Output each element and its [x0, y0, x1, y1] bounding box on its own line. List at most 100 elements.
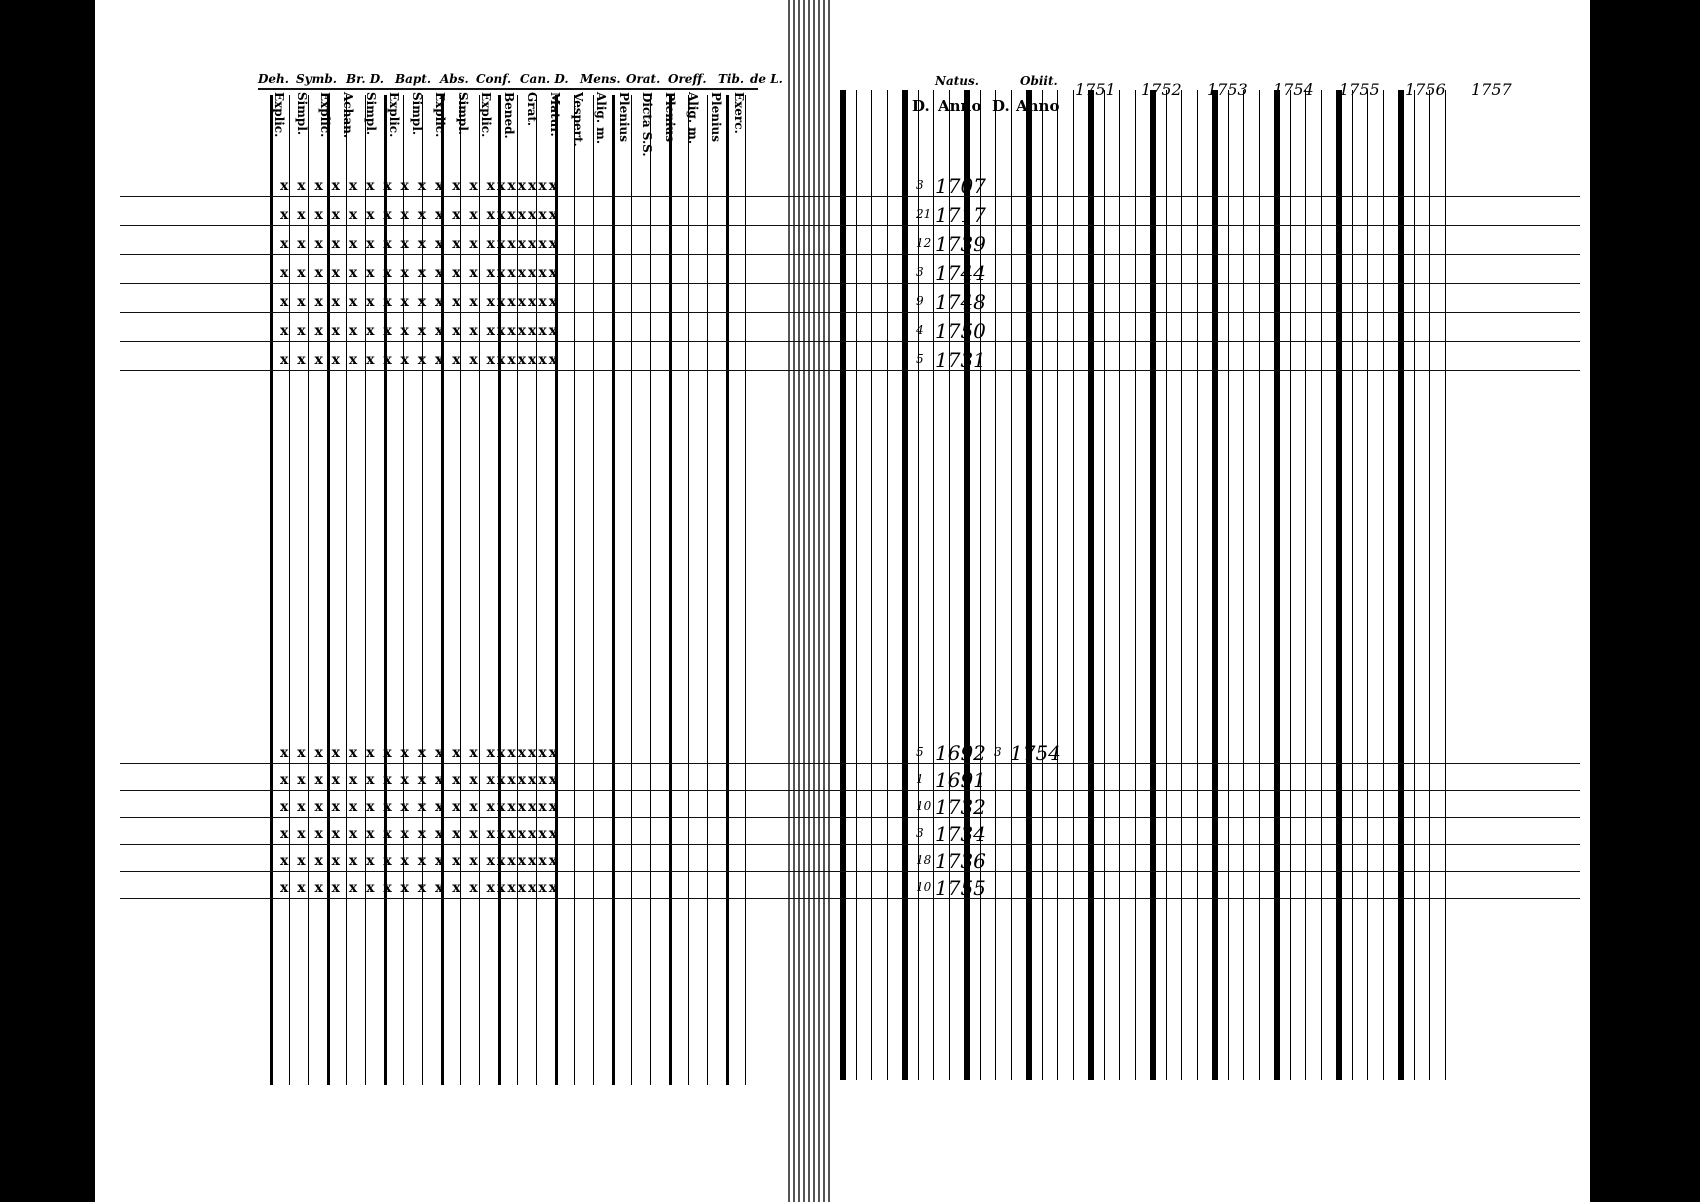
column-header: Tib. — [718, 72, 745, 86]
birth-day: 3 — [916, 265, 924, 279]
sub-column-header: Simpl. — [295, 92, 309, 136]
sub-column-header: Plenius — [709, 92, 723, 142]
column-line — [1351, 90, 1353, 1080]
column-line — [384, 95, 387, 1085]
column-line — [1041, 90, 1043, 1080]
sub-column-header: Explic. — [387, 92, 401, 138]
column-header: Mens. — [580, 72, 621, 86]
sub-column-header: Grat. — [525, 92, 539, 127]
column-line — [995, 90, 996, 1080]
sub-column-header: Explic. — [433, 92, 447, 138]
column-header: Br. D. — [346, 72, 384, 86]
birth-year: 1692 — [935, 741, 986, 765]
column-line — [460, 95, 461, 1085]
death-day: 3 — [994, 745, 1002, 759]
column-line — [1057, 90, 1058, 1080]
column-line — [327, 95, 330, 1085]
birth-year: 1732 — [935, 795, 986, 819]
row-line — [120, 254, 1580, 255]
column-line — [1072, 90, 1074, 1080]
column-line — [1398, 90, 1404, 1080]
exam-marks: x x x x x x x x x x x x xxxxxxx — [280, 745, 560, 761]
column-line — [289, 95, 290, 1085]
column-line — [1212, 90, 1218, 1080]
year-header: 1755 — [1339, 80, 1380, 99]
column-line — [1367, 90, 1368, 1080]
birth-year: 1707 — [935, 174, 986, 198]
column-line — [933, 90, 934, 1080]
column-line — [574, 95, 575, 1085]
sub-column-header: Simpl. — [364, 92, 378, 136]
row-line — [120, 225, 1580, 226]
column-header: Abs. — [440, 72, 469, 86]
column-line — [1289, 90, 1291, 1080]
column-line — [1134, 90, 1136, 1080]
birth-day: 3 — [916, 826, 924, 840]
row-line — [120, 790, 1580, 791]
sub-column-header: Plenius — [617, 92, 631, 142]
sub-column-header: Explic. — [272, 92, 286, 138]
column-line — [1088, 90, 1094, 1080]
year-header: 1756 — [1405, 80, 1446, 99]
column-line — [917, 90, 919, 1080]
column-line — [1119, 90, 1120, 1080]
birth-year: 1717 — [935, 203, 986, 227]
column-line — [1413, 90, 1415, 1080]
death-year: 1754 — [1010, 741, 1061, 765]
birth-year: 1744 — [935, 261, 986, 285]
exam-marks: x x x x x x x x x x x x xxxxxxx — [280, 772, 560, 788]
column-line — [1274, 90, 1280, 1080]
column-line — [1336, 90, 1342, 1080]
column-header: Oreff. — [668, 72, 707, 86]
column-line — [346, 95, 347, 1085]
column-header: Symb. — [296, 72, 337, 86]
column-line — [555, 95, 558, 1085]
column-line — [479, 95, 480, 1085]
column-line — [1305, 90, 1306, 1080]
birth-day: 4 — [916, 323, 924, 337]
sub-column-header: Explic. — [479, 92, 493, 138]
birth-day: 10 — [916, 799, 932, 813]
column-line — [403, 95, 404, 1085]
column-line — [840, 90, 846, 1080]
column-line — [1010, 90, 1012, 1080]
sub-column-header: Exerc. — [732, 92, 746, 134]
column-line — [855, 90, 857, 1080]
year-header: 1754 — [1273, 80, 1314, 99]
column-line — [1103, 90, 1105, 1080]
column-line — [948, 90, 950, 1080]
column-line — [688, 95, 689, 1085]
birth-day: 12 — [916, 236, 932, 250]
right-page — [830, 0, 1590, 1202]
birth-year: 1748 — [935, 290, 986, 314]
exam-marks: x x x x x x x x x x x x xxxxxxx — [280, 236, 560, 252]
column-header: Conf. — [476, 72, 512, 86]
birth-day: 18 — [916, 853, 932, 867]
row-line — [120, 763, 1580, 764]
column-line — [593, 95, 594, 1085]
year-header: 1752 — [1141, 80, 1182, 99]
birth-year: 1731 — [935, 348, 986, 372]
column-line — [964, 90, 970, 1080]
sub-column-header: Simpl. — [456, 92, 470, 136]
death-day-label: D. — [992, 97, 1010, 115]
day-label: D. — [912, 97, 930, 115]
column-line — [979, 90, 981, 1080]
row-line — [120, 370, 1580, 371]
column-header: Can. D. — [520, 72, 569, 86]
birth-day: 10 — [916, 880, 932, 894]
sub-column-header: Alig. m. — [594, 92, 608, 145]
exam-marks: x x x x x x x x x x x x xxxxxxx — [280, 880, 560, 896]
column-line — [669, 95, 672, 1085]
column-line — [871, 90, 872, 1080]
column-line — [1227, 90, 1229, 1080]
obiit-label: Obiit. — [1020, 74, 1058, 88]
row-line — [120, 196, 1580, 197]
column-line — [498, 95, 501, 1085]
column-line — [902, 90, 908, 1080]
column-line — [1150, 90, 1156, 1080]
birth-year: 1734 — [935, 822, 986, 846]
column-line — [536, 95, 537, 1085]
column-line — [1026, 90, 1032, 1080]
column-line — [745, 95, 746, 1085]
